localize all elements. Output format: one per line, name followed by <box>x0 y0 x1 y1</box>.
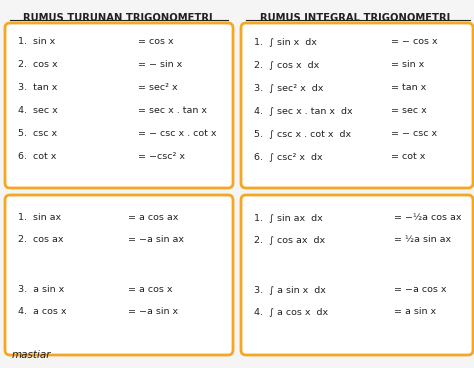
Text: = sec² x: = sec² x <box>138 83 178 92</box>
Text: = −½a cos ax: = −½a cos ax <box>394 213 462 223</box>
FancyBboxPatch shape <box>241 23 473 188</box>
Text: 2.  ∫ cos x  dx: 2. ∫ cos x dx <box>254 60 319 69</box>
Text: 1.  sin ax: 1. sin ax <box>18 213 61 223</box>
Text: 4.  sec x: 4. sec x <box>18 106 58 115</box>
Text: 2.  cos ax: 2. cos ax <box>18 236 64 244</box>
Text: = cos x: = cos x <box>138 38 173 46</box>
Text: = − csc x: = − csc x <box>391 129 437 138</box>
Text: = tan x: = tan x <box>391 83 426 92</box>
Text: = cot x: = cot x <box>391 152 425 161</box>
Text: = −a cos x: = −a cos x <box>394 286 447 294</box>
Text: = − cos x: = − cos x <box>391 38 438 46</box>
Text: = −csc² x: = −csc² x <box>138 152 185 161</box>
Text: 4.  ∫ a cos x  dx: 4. ∫ a cos x dx <box>254 308 328 316</box>
Text: mastiar: mastiar <box>12 350 52 360</box>
FancyBboxPatch shape <box>5 195 233 355</box>
Text: RUMUS INTEGRAL TRIGONOMETRI: RUMUS INTEGRAL TRIGONOMETRI <box>260 13 450 23</box>
Text: 3.  ∫ a sin x  dx: 3. ∫ a sin x dx <box>254 286 326 294</box>
Text: = −a sin ax: = −a sin ax <box>128 236 184 244</box>
Text: = a sin x: = a sin x <box>394 308 436 316</box>
Text: 3.  a sin x: 3. a sin x <box>18 286 64 294</box>
Text: = sin x: = sin x <box>391 60 424 69</box>
Text: = sec x . tan x: = sec x . tan x <box>138 106 207 115</box>
Text: 5.  ∫ csc x . cot x  dx: 5. ∫ csc x . cot x dx <box>254 129 351 138</box>
FancyBboxPatch shape <box>5 23 233 188</box>
Text: = a cos x: = a cos x <box>128 286 173 294</box>
Text: = a cos ax: = a cos ax <box>128 213 178 223</box>
FancyBboxPatch shape <box>241 195 473 355</box>
Text: = −a sin x: = −a sin x <box>128 308 178 316</box>
Text: 6.  cot x: 6. cot x <box>18 152 56 161</box>
Text: 6.  ∫ csc² x  dx: 6. ∫ csc² x dx <box>254 152 323 161</box>
Text: = sec x: = sec x <box>391 106 427 115</box>
Text: = − csc x . cot x: = − csc x . cot x <box>138 129 217 138</box>
Text: RUMUS TURUNAN TRIGONOMETRI: RUMUS TURUNAN TRIGONOMETRI <box>23 13 213 23</box>
Text: 4.  ∫ sec x . tan x  dx: 4. ∫ sec x . tan x dx <box>254 106 353 115</box>
Text: 3.  ∫ sec² x  dx: 3. ∫ sec² x dx <box>254 83 323 92</box>
Text: 3.  tan x: 3. tan x <box>18 83 57 92</box>
Text: 5.  csc x: 5. csc x <box>18 129 57 138</box>
Text: 1.  sin x: 1. sin x <box>18 38 55 46</box>
Text: 2.  ∫ cos ax  dx: 2. ∫ cos ax dx <box>254 236 325 244</box>
Text: 1.  ∫ sin ax  dx: 1. ∫ sin ax dx <box>254 213 323 223</box>
Text: 1.  ∫ sin x  dx: 1. ∫ sin x dx <box>254 38 317 46</box>
Text: 4.  a cos x: 4. a cos x <box>18 308 66 316</box>
Text: = − sin x: = − sin x <box>138 60 182 69</box>
Text: = ½a sin ax: = ½a sin ax <box>394 236 451 244</box>
Text: 2.  cos x: 2. cos x <box>18 60 58 69</box>
